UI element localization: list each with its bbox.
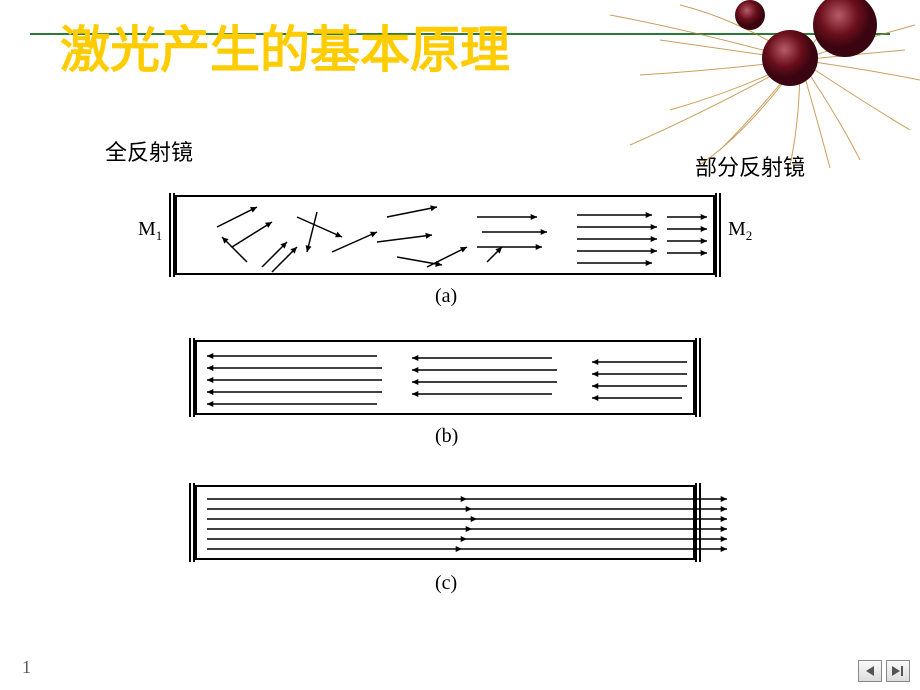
- mirror-left: [169, 193, 175, 277]
- sublabel-c: (c): [435, 572, 457, 595]
- label-m2: M2: [728, 218, 752, 244]
- cavity-c: [195, 485, 695, 560]
- label-full-reflector: 全反射镜: [105, 135, 193, 167]
- nav-buttons: [858, 660, 910, 682]
- sublabel-b: (b): [435, 425, 458, 448]
- slide-title: 激光产生的基本原理: [60, 10, 510, 82]
- cavity-b: [195, 340, 695, 415]
- mirror-left: [189, 483, 195, 562]
- triangle-left-icon: [865, 665, 875, 677]
- sublabel-a: (a): [435, 285, 457, 308]
- cavity-a: [175, 195, 715, 275]
- prev-button[interactable]: [858, 660, 882, 682]
- next-end-button[interactable]: [886, 660, 910, 682]
- mirror-left: [189, 338, 195, 417]
- page-number: 1: [22, 657, 31, 678]
- firework-decoration: [600, 0, 920, 170]
- label-m1: M1: [138, 218, 162, 244]
- triangle-right-bar-icon: [891, 665, 905, 677]
